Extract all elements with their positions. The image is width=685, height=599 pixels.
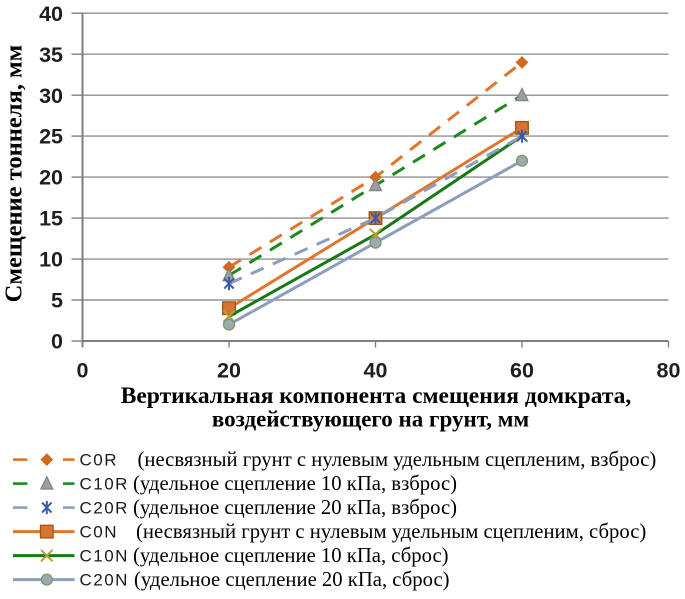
svg-text:5: 5 <box>51 289 63 313</box>
svg-text:10: 10 <box>39 248 63 272</box>
svg-text:(удельное сцепление 20 кПа, вз: (удельное сцепление 20 кПа, взброс) <box>133 497 457 519</box>
svg-text:C0R: C0R <box>80 450 119 469</box>
svg-text:(несвязный грунт с нулевым уде: (несвязный грунт с нулевым удельным сцеп… <box>138 449 657 471</box>
svg-text:35: 35 <box>39 43 63 67</box>
svg-text:30: 30 <box>39 84 63 108</box>
svg-text:C20N: C20N <box>80 570 129 589</box>
svg-text:C20R: C20R <box>80 498 129 517</box>
svg-text:0: 0 <box>77 359 89 383</box>
svg-text:Смещение тоннеля, мм: Смещение тоннеля, мм <box>1 45 28 303</box>
svg-text:(удельное сцепление 10 кПа, вз: (удельное сцепление 10 кПа, взброс) <box>133 473 457 495</box>
svg-text:0: 0 <box>51 330 63 354</box>
svg-text:воздействующего на грунт, мм: воздействующего на грунт, мм <box>212 407 529 432</box>
svg-text:(удельное сцепление 20 кПа, сб: (удельное сцепление 20 кПа, сброс) <box>134 569 450 591</box>
svg-text:C10R: C10R <box>80 474 129 493</box>
svg-text:20: 20 <box>39 166 63 190</box>
svg-text:Вертикальная компонента смещен: Вертикальная компонента смещения домкрат… <box>121 383 632 409</box>
svg-text:C0N: C0N <box>80 522 119 541</box>
svg-text:40: 40 <box>364 359 388 383</box>
svg-text:25: 25 <box>39 125 63 149</box>
svg-text:80: 80 <box>657 359 681 383</box>
svg-text:C10N: C10N <box>80 546 129 565</box>
svg-text:(несвязный грунт с нулевым уде: (несвязный грунт с нулевым удельным сцеп… <box>136 521 646 543</box>
svg-text:15: 15 <box>39 207 63 231</box>
svg-text:40: 40 <box>39 2 63 26</box>
svg-text:60: 60 <box>510 359 534 383</box>
svg-text:20: 20 <box>217 359 241 383</box>
svg-text:(удельное сцепление 10 кПа, сб: (удельное сцепление 10 кПа, сброс) <box>133 545 449 567</box>
